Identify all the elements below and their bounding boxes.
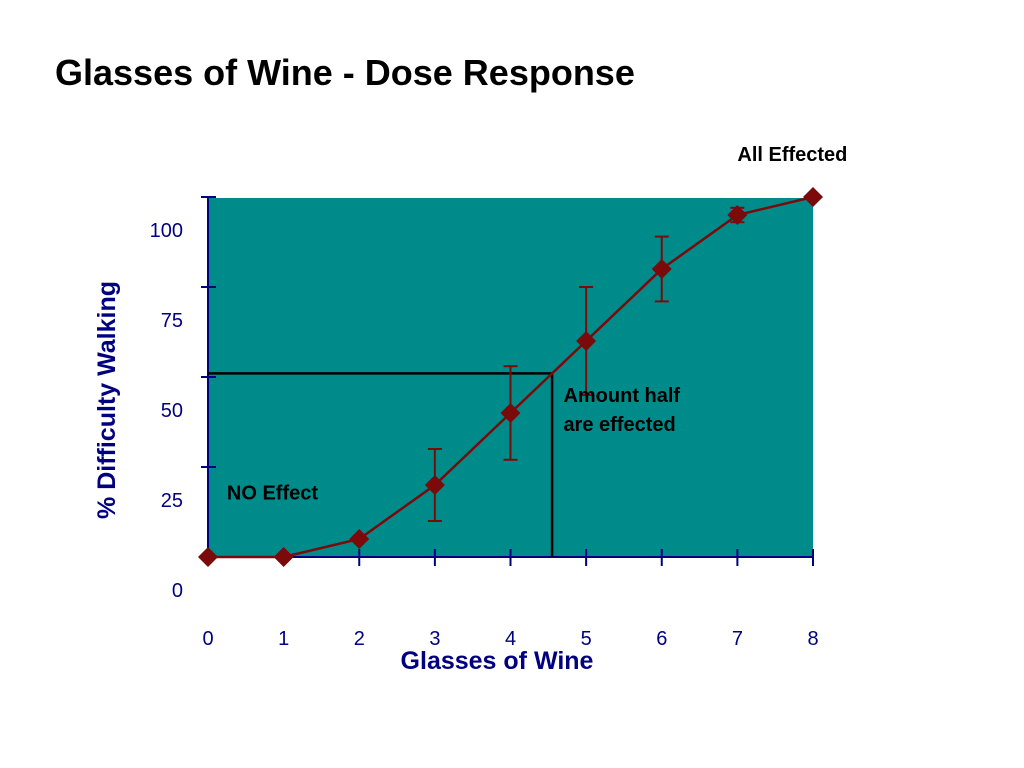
- chart-annotation: All Effected: [737, 144, 847, 166]
- x-axis-title: Glasses of Wine: [401, 647, 594, 675]
- y-tick-label: 75: [161, 310, 183, 332]
- x-tick-label: 8: [807, 628, 818, 650]
- y-axis-ticks: 0 25 50 75 100: [150, 196, 216, 602]
- x-tick-label: 3: [429, 628, 440, 650]
- x-tick-label: 2: [354, 628, 365, 650]
- y-tick-label: 0: [172, 580, 183, 602]
- data-point-marker: [651, 259, 672, 279]
- data-point-marker: [349, 529, 370, 549]
- data-point-marker: [576, 331, 597, 351]
- x-tick-label: 0: [202, 628, 213, 650]
- data-point-marker: [273, 547, 294, 567]
- chart-annotation: NO Effect: [227, 482, 318, 504]
- x-tick-label: 6: [656, 628, 667, 650]
- x-tick-label: 5: [581, 628, 592, 650]
- x-tick-label: 4: [505, 628, 516, 650]
- annotations: All Effected Amount half are effected NO Ef…: [227, 144, 848, 504]
- data-point-marker: [803, 187, 823, 207]
- data-point-marker: [500, 403, 521, 423]
- y-axis-title: % Difficulty Walking: [93, 281, 121, 519]
- x-tick-label: 7: [732, 628, 743, 650]
- data-markers: [198, 187, 823, 567]
- data-point-marker: [727, 205, 748, 225]
- y-tick-label: 100: [150, 220, 183, 242]
- page-title: Glasses of Wine - Dose Response: [55, 52, 635, 93]
- data-point-marker: [424, 475, 445, 495]
- y-tick-label: 50: [161, 400, 183, 422]
- x-axis-ticks: 0 1 2 3 4 5 6 7 8: [202, 549, 819, 650]
- y-tick-label: 25: [161, 490, 183, 512]
- chart-annotation: are effected: [563, 414, 675, 436]
- x-tick-label: 1: [278, 628, 289, 650]
- half-effect-reference-lines: [208, 372, 554, 557]
- data-point-marker: [198, 547, 218, 567]
- chart-annotation: Amount half: [563, 385, 680, 407]
